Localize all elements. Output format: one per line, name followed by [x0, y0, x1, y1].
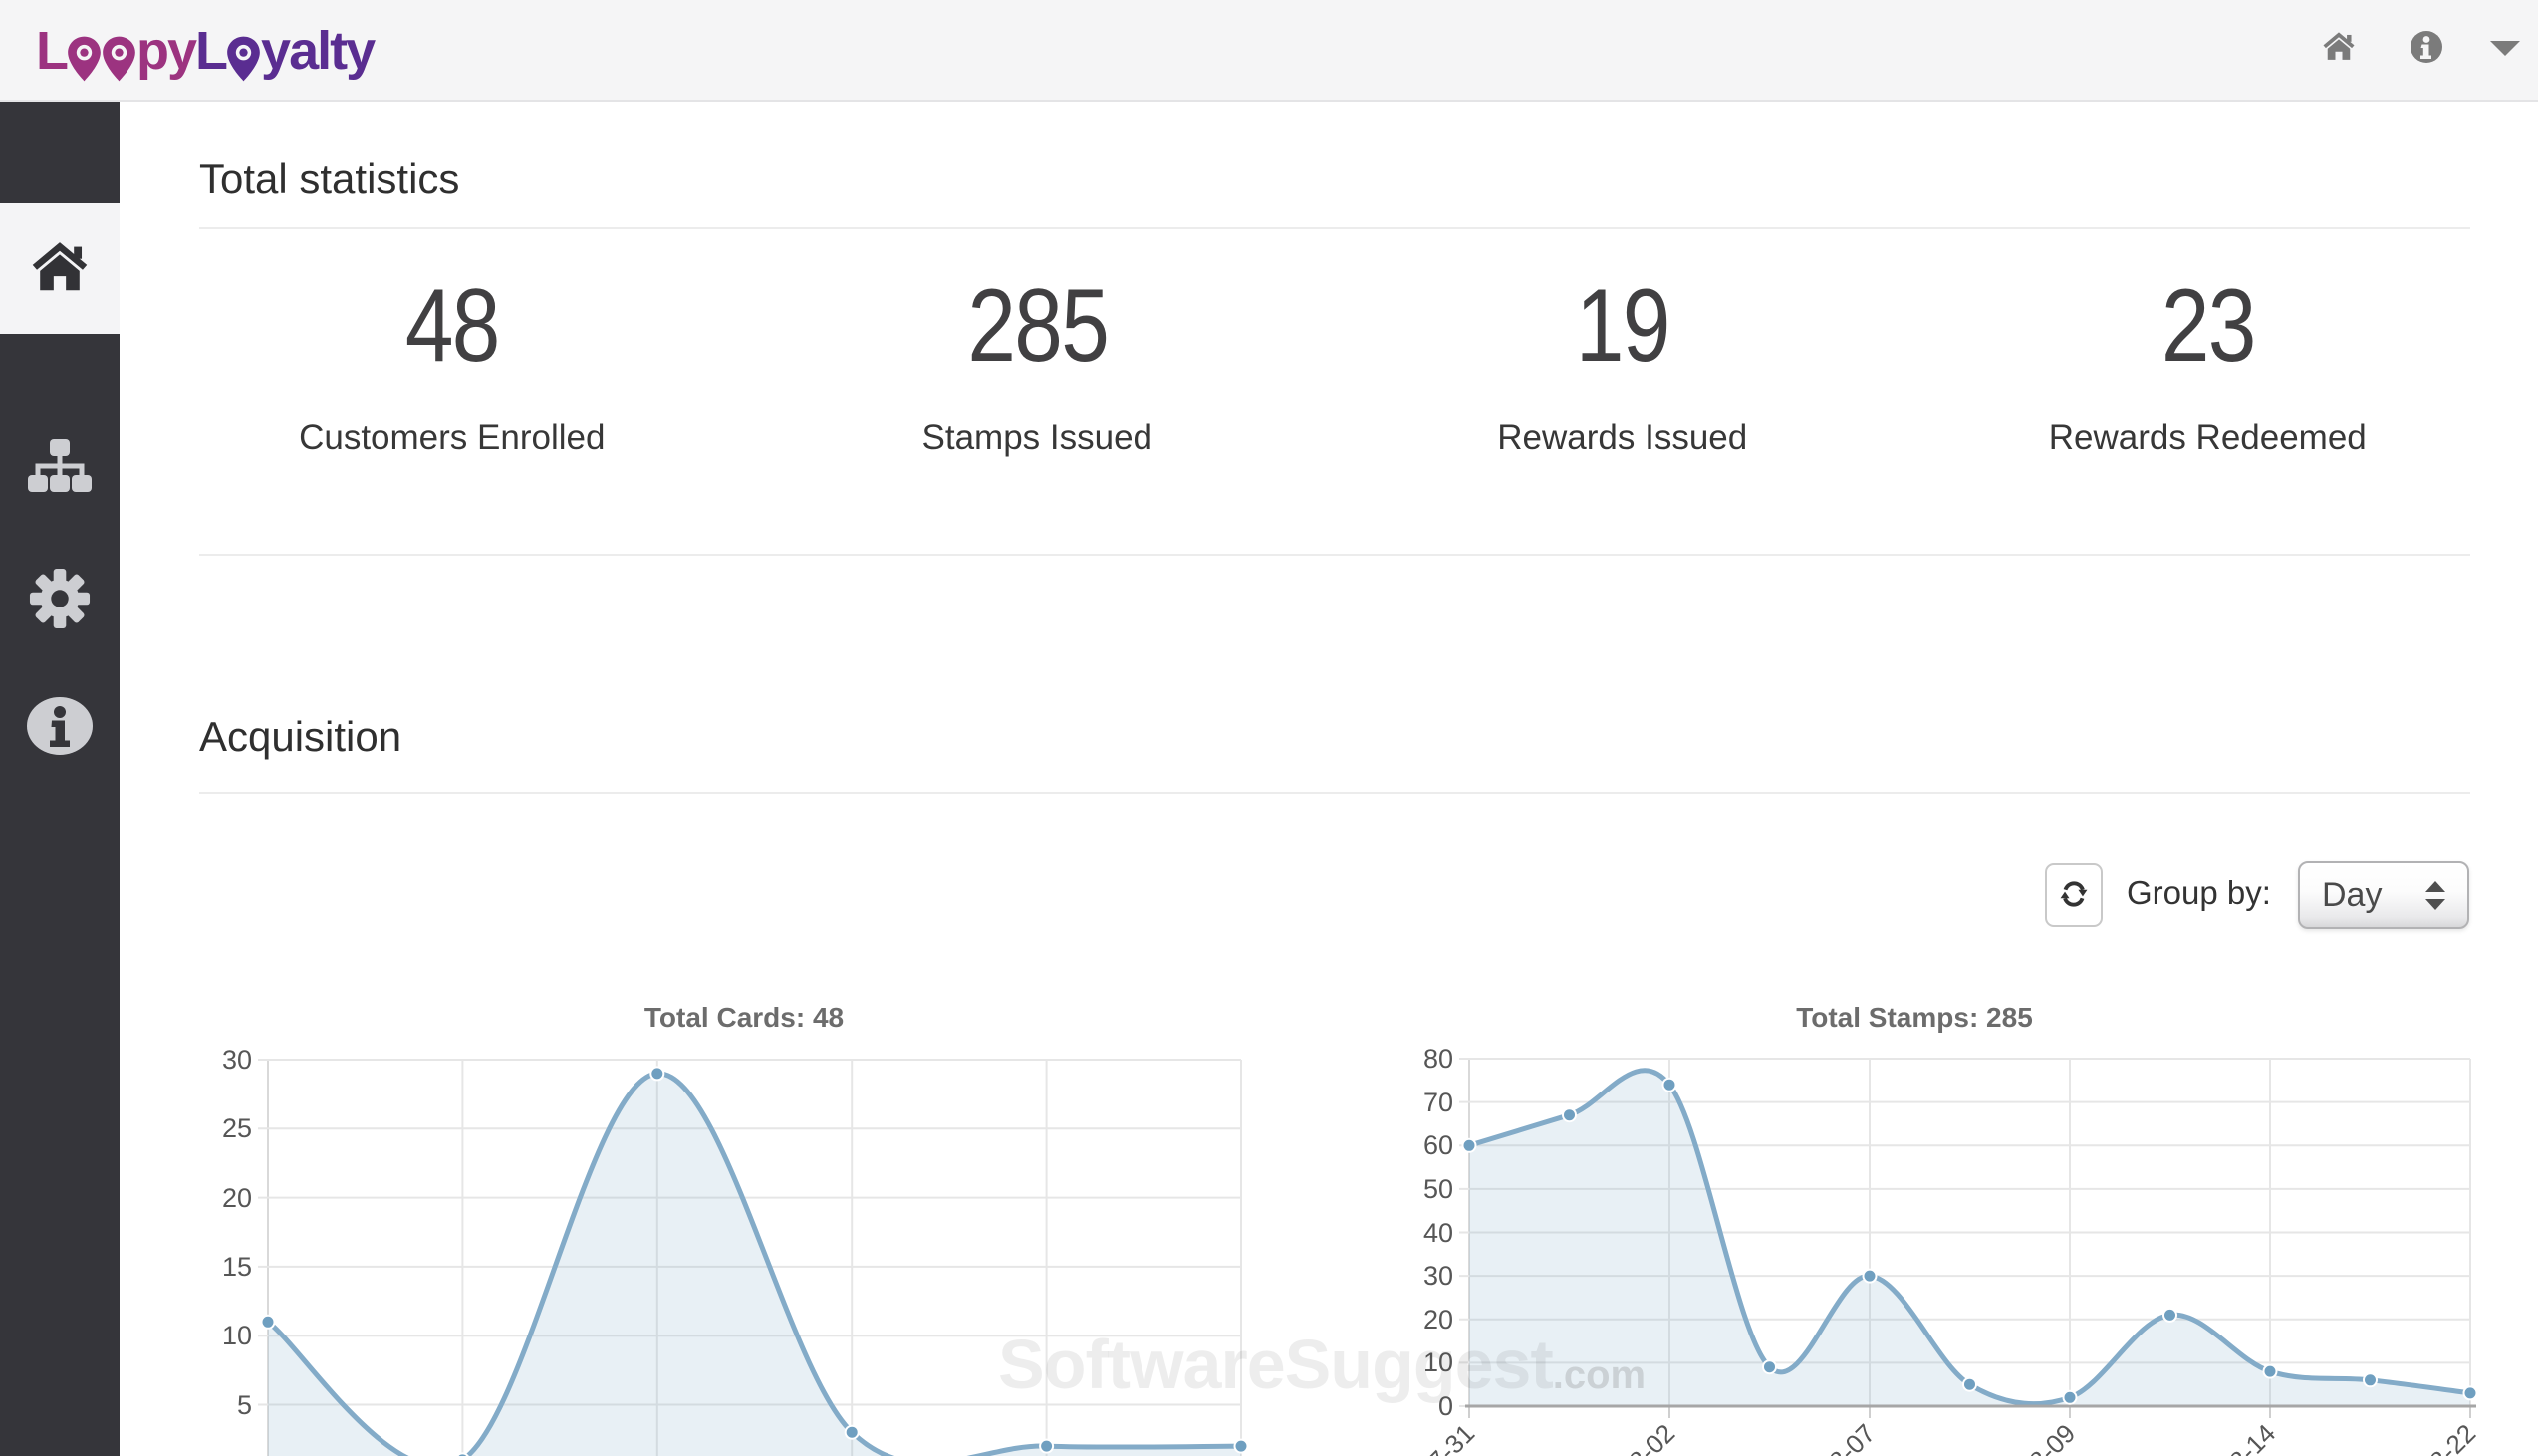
stat-label: Stamps Issued	[921, 418, 1153, 457]
y-tick-label: 20	[1422, 1304, 1453, 1335]
y-tick-label: 30	[1422, 1261, 1453, 1292]
divider	[199, 227, 2470, 229]
stat-rewards-issued: 19 Rewards Issued	[1330, 261, 1915, 458]
x-tick-label: 08-22	[2412, 1418, 2482, 1456]
sidebar-item-info[interactable]	[0, 663, 120, 794]
stats-row: 48 Customers Enrolled 285 Stamps Issued …	[159, 261, 2500, 458]
sidebar	[0, 100, 120, 1456]
watermark: SoftwareSuggest .com	[998, 1325, 1646, 1404]
y-tick-label: 40	[1422, 1217, 1453, 1248]
section-title-total-statistics: Total statistics	[199, 155, 460, 203]
chart-title-total-cards: Total Cards: 48	[643, 1002, 845, 1033]
section-title-acquisition: Acquisition	[199, 713, 402, 761]
y-tick-label: 30	[221, 1045, 252, 1075]
y-tick-label: 80	[1422, 1044, 1453, 1074]
refresh-icon	[2058, 878, 2090, 913]
sidebar-item-settings[interactable]	[0, 536, 120, 666]
y-tick-label: 10	[221, 1321, 252, 1351]
group-by-select[interactable]: Day	[2298, 861, 2469, 929]
y-tick-label: 20	[221, 1182, 252, 1213]
watermark-text: SoftwareSuggest	[998, 1326, 1554, 1403]
pin-icon	[227, 36, 260, 81]
y-tick-label: 15	[221, 1251, 252, 1282]
home-icon	[30, 238, 90, 299]
sitemap-icon	[28, 439, 92, 498]
sidebar-item-sitemap[interactable]	[0, 403, 120, 534]
info-icon	[26, 696, 94, 761]
stat-stamps-issued: 285 Stamps Issued	[745, 261, 1331, 458]
info-icon[interactable]	[2410, 30, 2443, 64]
divider	[199, 554, 2470, 556]
gear-icon	[29, 568, 91, 634]
x-tick-label: 08-14	[2212, 1418, 2282, 1456]
watermark-suffix: .com	[1552, 1353, 1647, 1397]
select-stepper-arrows-icon	[2425, 880, 2445, 910]
stat-value: 23	[2160, 268, 2255, 383]
stat-value: 19	[1575, 268, 1670, 383]
stat-rewards-redeemed: 23 Rewards Redeemed	[1915, 261, 2501, 458]
refresh-button[interactable]	[2045, 863, 2103, 927]
x-tick-label: 08-09	[2012, 1418, 2082, 1456]
divider	[199, 792, 2470, 794]
chart-title-total-stamps: Total Stamps: 285	[1796, 1002, 2033, 1033]
stat-label: Rewards Redeemed	[2048, 418, 2367, 457]
y-tick-label: 0	[1437, 1391, 1453, 1421]
caret-down-icon[interactable]	[2490, 41, 2520, 56]
y-tick-label: 25	[221, 1113, 252, 1144]
y-tick-label: 5	[236, 1389, 252, 1420]
pin-icon	[103, 36, 135, 81]
pin-icon	[68, 36, 101, 81]
group-by-label: Group by:	[2127, 874, 2271, 911]
group-by-selected-value: Day	[2322, 875, 2383, 914]
stat-value: 285	[966, 268, 1109, 383]
y-tick-label: 60	[1422, 1130, 1453, 1161]
stat-label: Rewards Issued	[1497, 418, 1748, 457]
y-tick-label: 10	[1422, 1347, 1453, 1378]
y-tick-label: 50	[1422, 1173, 1453, 1204]
y-tick-label: 70	[1422, 1087, 1453, 1117]
x-tick-label: 07-31	[1411, 1418, 1481, 1456]
sidebar-item-home[interactable]	[0, 203, 120, 334]
x-tick-label: 08-07	[1812, 1418, 1882, 1456]
stat-value: 48	[404, 268, 500, 383]
stat-label: Customers Enrolled	[299, 418, 606, 457]
stat-customers-enrolled: 48 Customers Enrolled	[159, 261, 745, 458]
x-tick-label: 08-02	[1612, 1418, 1681, 1456]
home-icon[interactable]	[2322, 30, 2356, 62]
